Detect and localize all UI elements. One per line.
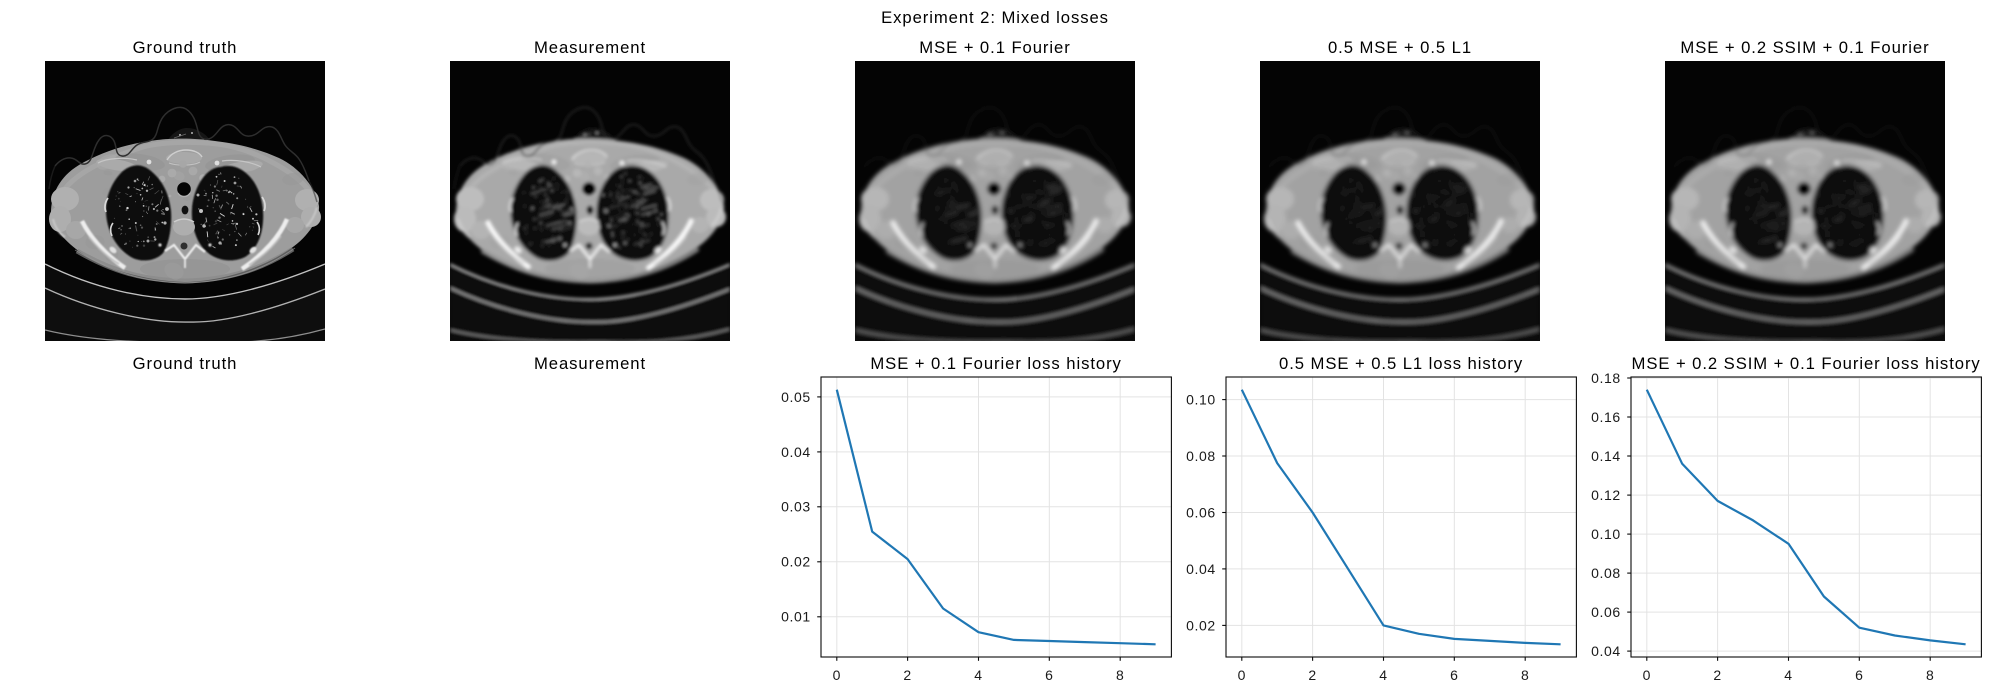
svg-text:2: 2 — [1713, 667, 1721, 683]
svg-text:4: 4 — [1784, 667, 1792, 683]
svg-text:0.12: 0.12 — [1591, 487, 1621, 503]
svg-text:0.01: 0.01 — [781, 608, 811, 624]
svg-text:0.04: 0.04 — [1186, 560, 1216, 576]
svg-text:0.08: 0.08 — [1186, 447, 1216, 463]
svg-text:0.02: 0.02 — [781, 553, 811, 569]
svg-text:4: 4 — [974, 667, 982, 683]
svg-text:0.14: 0.14 — [1591, 447, 1621, 463]
svg-text:0.06: 0.06 — [1186, 504, 1216, 520]
svg-text:0.02: 0.02 — [1186, 617, 1216, 633]
svg-text:6: 6 — [1045, 667, 1053, 683]
svg-text:0.06: 0.06 — [1591, 604, 1621, 620]
svg-text:8: 8 — [1926, 667, 1934, 683]
svg-text:6: 6 — [1855, 667, 1863, 683]
svg-text:0: 0 — [832, 667, 840, 683]
svg-text:6: 6 — [1450, 667, 1458, 683]
svg-text:2: 2 — [903, 667, 911, 683]
svg-text:0.08: 0.08 — [1591, 565, 1621, 581]
svg-text:0: 0 — [1642, 667, 1650, 683]
svg-text:8: 8 — [1116, 667, 1124, 683]
svg-text:0.18: 0.18 — [1591, 369, 1621, 385]
svg-text:8: 8 — [1521, 667, 1529, 683]
svg-text:0: 0 — [1237, 667, 1245, 683]
svg-text:4: 4 — [1379, 667, 1387, 683]
svg-text:0.16: 0.16 — [1591, 408, 1621, 424]
svg-text:0.04: 0.04 — [781, 443, 811, 459]
svg-text:0.10: 0.10 — [1186, 391, 1216, 407]
svg-text:2: 2 — [1308, 667, 1316, 683]
svg-text:0.04: 0.04 — [1591, 643, 1621, 659]
svg-text:0.05: 0.05 — [781, 388, 811, 404]
svg-text:0.03: 0.03 — [781, 498, 811, 514]
svg-text:0.10: 0.10 — [1591, 526, 1621, 542]
